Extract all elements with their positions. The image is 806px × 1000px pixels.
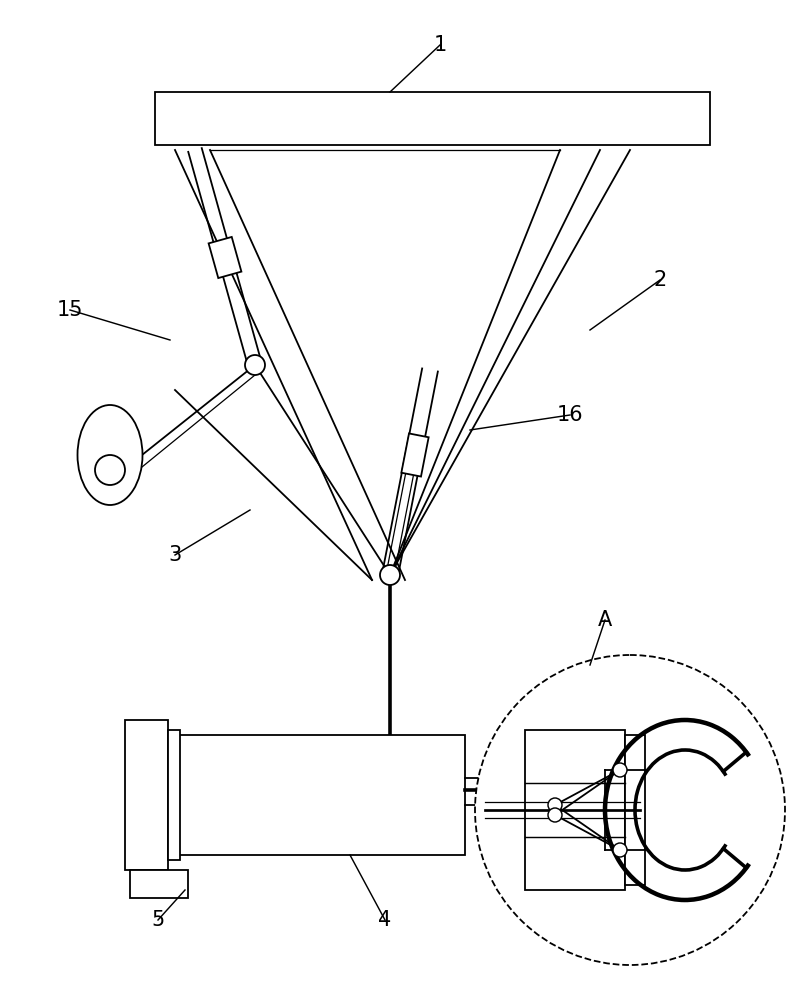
Ellipse shape bbox=[77, 405, 143, 505]
Text: 16: 16 bbox=[557, 405, 584, 425]
Text: 15: 15 bbox=[56, 300, 83, 320]
Circle shape bbox=[475, 655, 785, 965]
Circle shape bbox=[380, 565, 400, 585]
Circle shape bbox=[95, 455, 125, 485]
Bar bbox=[401, 433, 429, 477]
Text: 1: 1 bbox=[434, 35, 447, 55]
Text: 5: 5 bbox=[152, 910, 164, 930]
Bar bbox=[130, 870, 188, 898]
Bar bbox=[155, 92, 710, 145]
Circle shape bbox=[613, 843, 627, 857]
Circle shape bbox=[548, 808, 562, 822]
Circle shape bbox=[245, 355, 265, 375]
Circle shape bbox=[548, 798, 562, 812]
Bar bbox=[168, 735, 465, 855]
Bar bbox=[125, 720, 168, 870]
Text: 4: 4 bbox=[378, 910, 392, 930]
Bar bbox=[625, 735, 645, 885]
Bar bbox=[209, 237, 241, 278]
Text: A: A bbox=[598, 610, 612, 630]
Bar bbox=[168, 730, 180, 860]
Circle shape bbox=[613, 763, 627, 777]
Text: 2: 2 bbox=[654, 270, 667, 290]
Bar bbox=[525, 730, 625, 890]
Text: 3: 3 bbox=[168, 545, 181, 565]
